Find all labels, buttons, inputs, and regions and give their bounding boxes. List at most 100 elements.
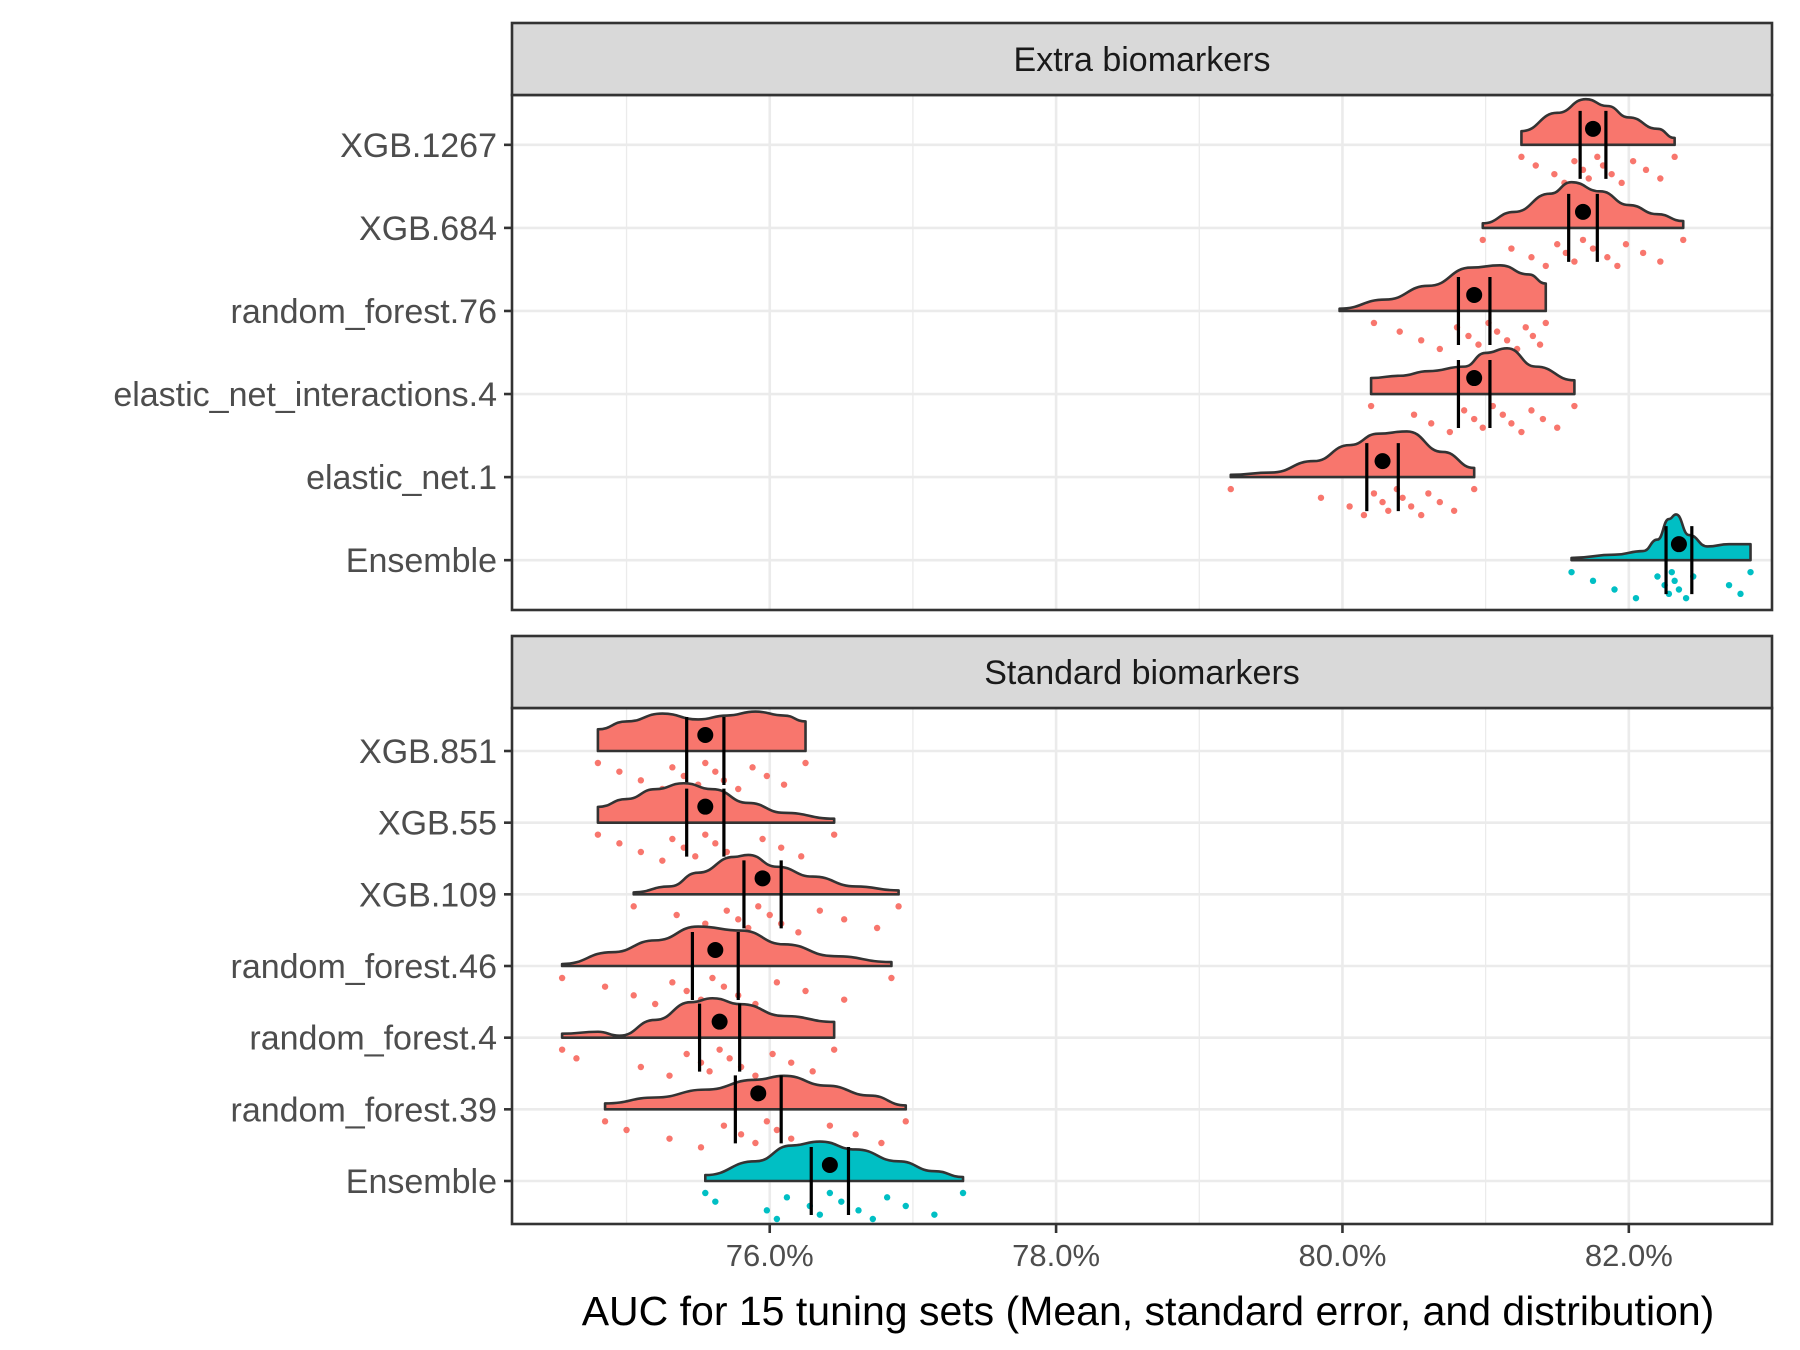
data-point	[1542, 319, 1549, 327]
data-point	[1604, 254, 1611, 261]
density-shape	[596, 781, 836, 824]
data-point	[763, 1207, 771, 1214]
data-point	[1370, 490, 1378, 497]
facet-strip	[510, 634, 1774, 710]
mean-point	[750, 1085, 767, 1102]
data-point	[1508, 245, 1515, 252]
y-tick-label: random_forest.46	[231, 948, 498, 986]
facet-strip-label: Extra biomarkers	[1014, 41, 1271, 79]
data-point	[1611, 586, 1618, 593]
data-point	[826, 1189, 834, 1197]
data-point	[1425, 490, 1432, 497]
data-point	[1436, 345, 1444, 353]
data-point	[1227, 485, 1234, 493]
y-tick-label: Ensemble	[346, 1163, 497, 1201]
data-point	[1410, 411, 1418, 418]
density-shape	[560, 925, 893, 968]
raincloud-row	[558, 996, 838, 1079]
data-point	[763, 772, 771, 780]
y-tick-label: random_forest.4	[249, 1020, 497, 1058]
data-point	[873, 924, 881, 932]
facet-panel: XGB.851 XGB.55 XGB.109 random_forest.46rand…	[231, 634, 1774, 1226]
raincloud-row	[1367, 347, 1578, 436]
data-point	[702, 831, 709, 838]
raincloud-row	[1338, 263, 1549, 353]
data-point	[683, 987, 690, 995]
data-point	[869, 1215, 877, 1223]
y-tick-label: XGB.1267	[340, 127, 497, 165]
mean-point	[1575, 203, 1591, 220]
data-point	[1675, 586, 1683, 593]
data-point	[1479, 424, 1486, 431]
data-point	[637, 848, 645, 856]
data-point	[594, 831, 602, 838]
data-point	[1554, 424, 1561, 431]
data-point	[1428, 420, 1435, 427]
data-point	[1639, 249, 1647, 257]
data-point	[830, 1046, 838, 1053]
data-point	[788, 1135, 795, 1142]
y-tick-label: XGB.109	[359, 876, 497, 914]
data-point	[1450, 507, 1458, 514]
mean-point	[754, 870, 771, 887]
data-point	[683, 1050, 690, 1058]
data-point	[720, 1122, 728, 1129]
density-shape	[1338, 263, 1548, 313]
data-point	[709, 974, 716, 982]
data-point	[1407, 503, 1415, 510]
data-point	[1475, 341, 1482, 348]
facet-strip-label: Standard biomarkers	[984, 654, 1300, 692]
raincloud-row	[594, 710, 809, 793]
data-point	[723, 907, 730, 914]
data-point	[666, 1072, 673, 1079]
x-axis: 76.0% 78.0% 80.0% 82.0%	[726, 1224, 1673, 1273]
data-point	[809, 1068, 816, 1075]
data-point	[702, 759, 709, 767]
data-point	[752, 1072, 759, 1079]
mean-point	[821, 1157, 838, 1173]
data-point	[759, 835, 766, 843]
data-point	[1737, 590, 1744, 598]
data-point	[1747, 568, 1754, 576]
data-point	[1508, 420, 1515, 427]
data-point	[735, 916, 742, 923]
data-point	[1579, 236, 1587, 244]
data-point	[623, 1126, 630, 1134]
data-point	[838, 1198, 845, 1205]
raincloud-row	[702, 1140, 967, 1223]
y-tick-label: elastic_net_interactions.4	[113, 376, 497, 414]
data-point	[855, 1207, 862, 1214]
data-point	[1542, 262, 1549, 270]
data-point	[1539, 415, 1547, 423]
mean-point	[1374, 453, 1391, 470]
data-point	[601, 983, 609, 990]
data-point	[902, 1118, 909, 1125]
data-point	[826, 1122, 834, 1129]
x-tick-label: 80.0%	[1299, 1238, 1387, 1273]
raincloud-row	[1479, 180, 1687, 270]
data-point	[1571, 258, 1578, 265]
data-point	[697, 1144, 705, 1151]
data-point	[1529, 332, 1537, 340]
data-point	[669, 979, 676, 986]
data-point	[788, 1059, 795, 1066]
data-point	[594, 759, 602, 767]
y-tick-label: XGB.851	[359, 733, 497, 771]
data-point	[1446, 428, 1454, 436]
facet-panel: XGB.1267 XGB.684 random_forest.76 elastic_n…	[113, 21, 1774, 612]
data-point	[1360, 511, 1368, 519]
data-point	[795, 929, 802, 936]
data-point	[1518, 153, 1525, 161]
data-point	[1571, 402, 1578, 410]
data-point	[616, 840, 623, 847]
data-point	[840, 996, 848, 1003]
data-point	[1370, 319, 1378, 327]
y-tick-label: elastic_net.1	[306, 459, 497, 497]
data-point	[706, 1068, 713, 1075]
data-point	[766, 911, 773, 919]
data-point	[1396, 328, 1403, 335]
mean-point	[1466, 286, 1483, 303]
data-point	[773, 1215, 781, 1223]
raincloud-row	[594, 781, 838, 864]
data-point	[673, 911, 680, 919]
